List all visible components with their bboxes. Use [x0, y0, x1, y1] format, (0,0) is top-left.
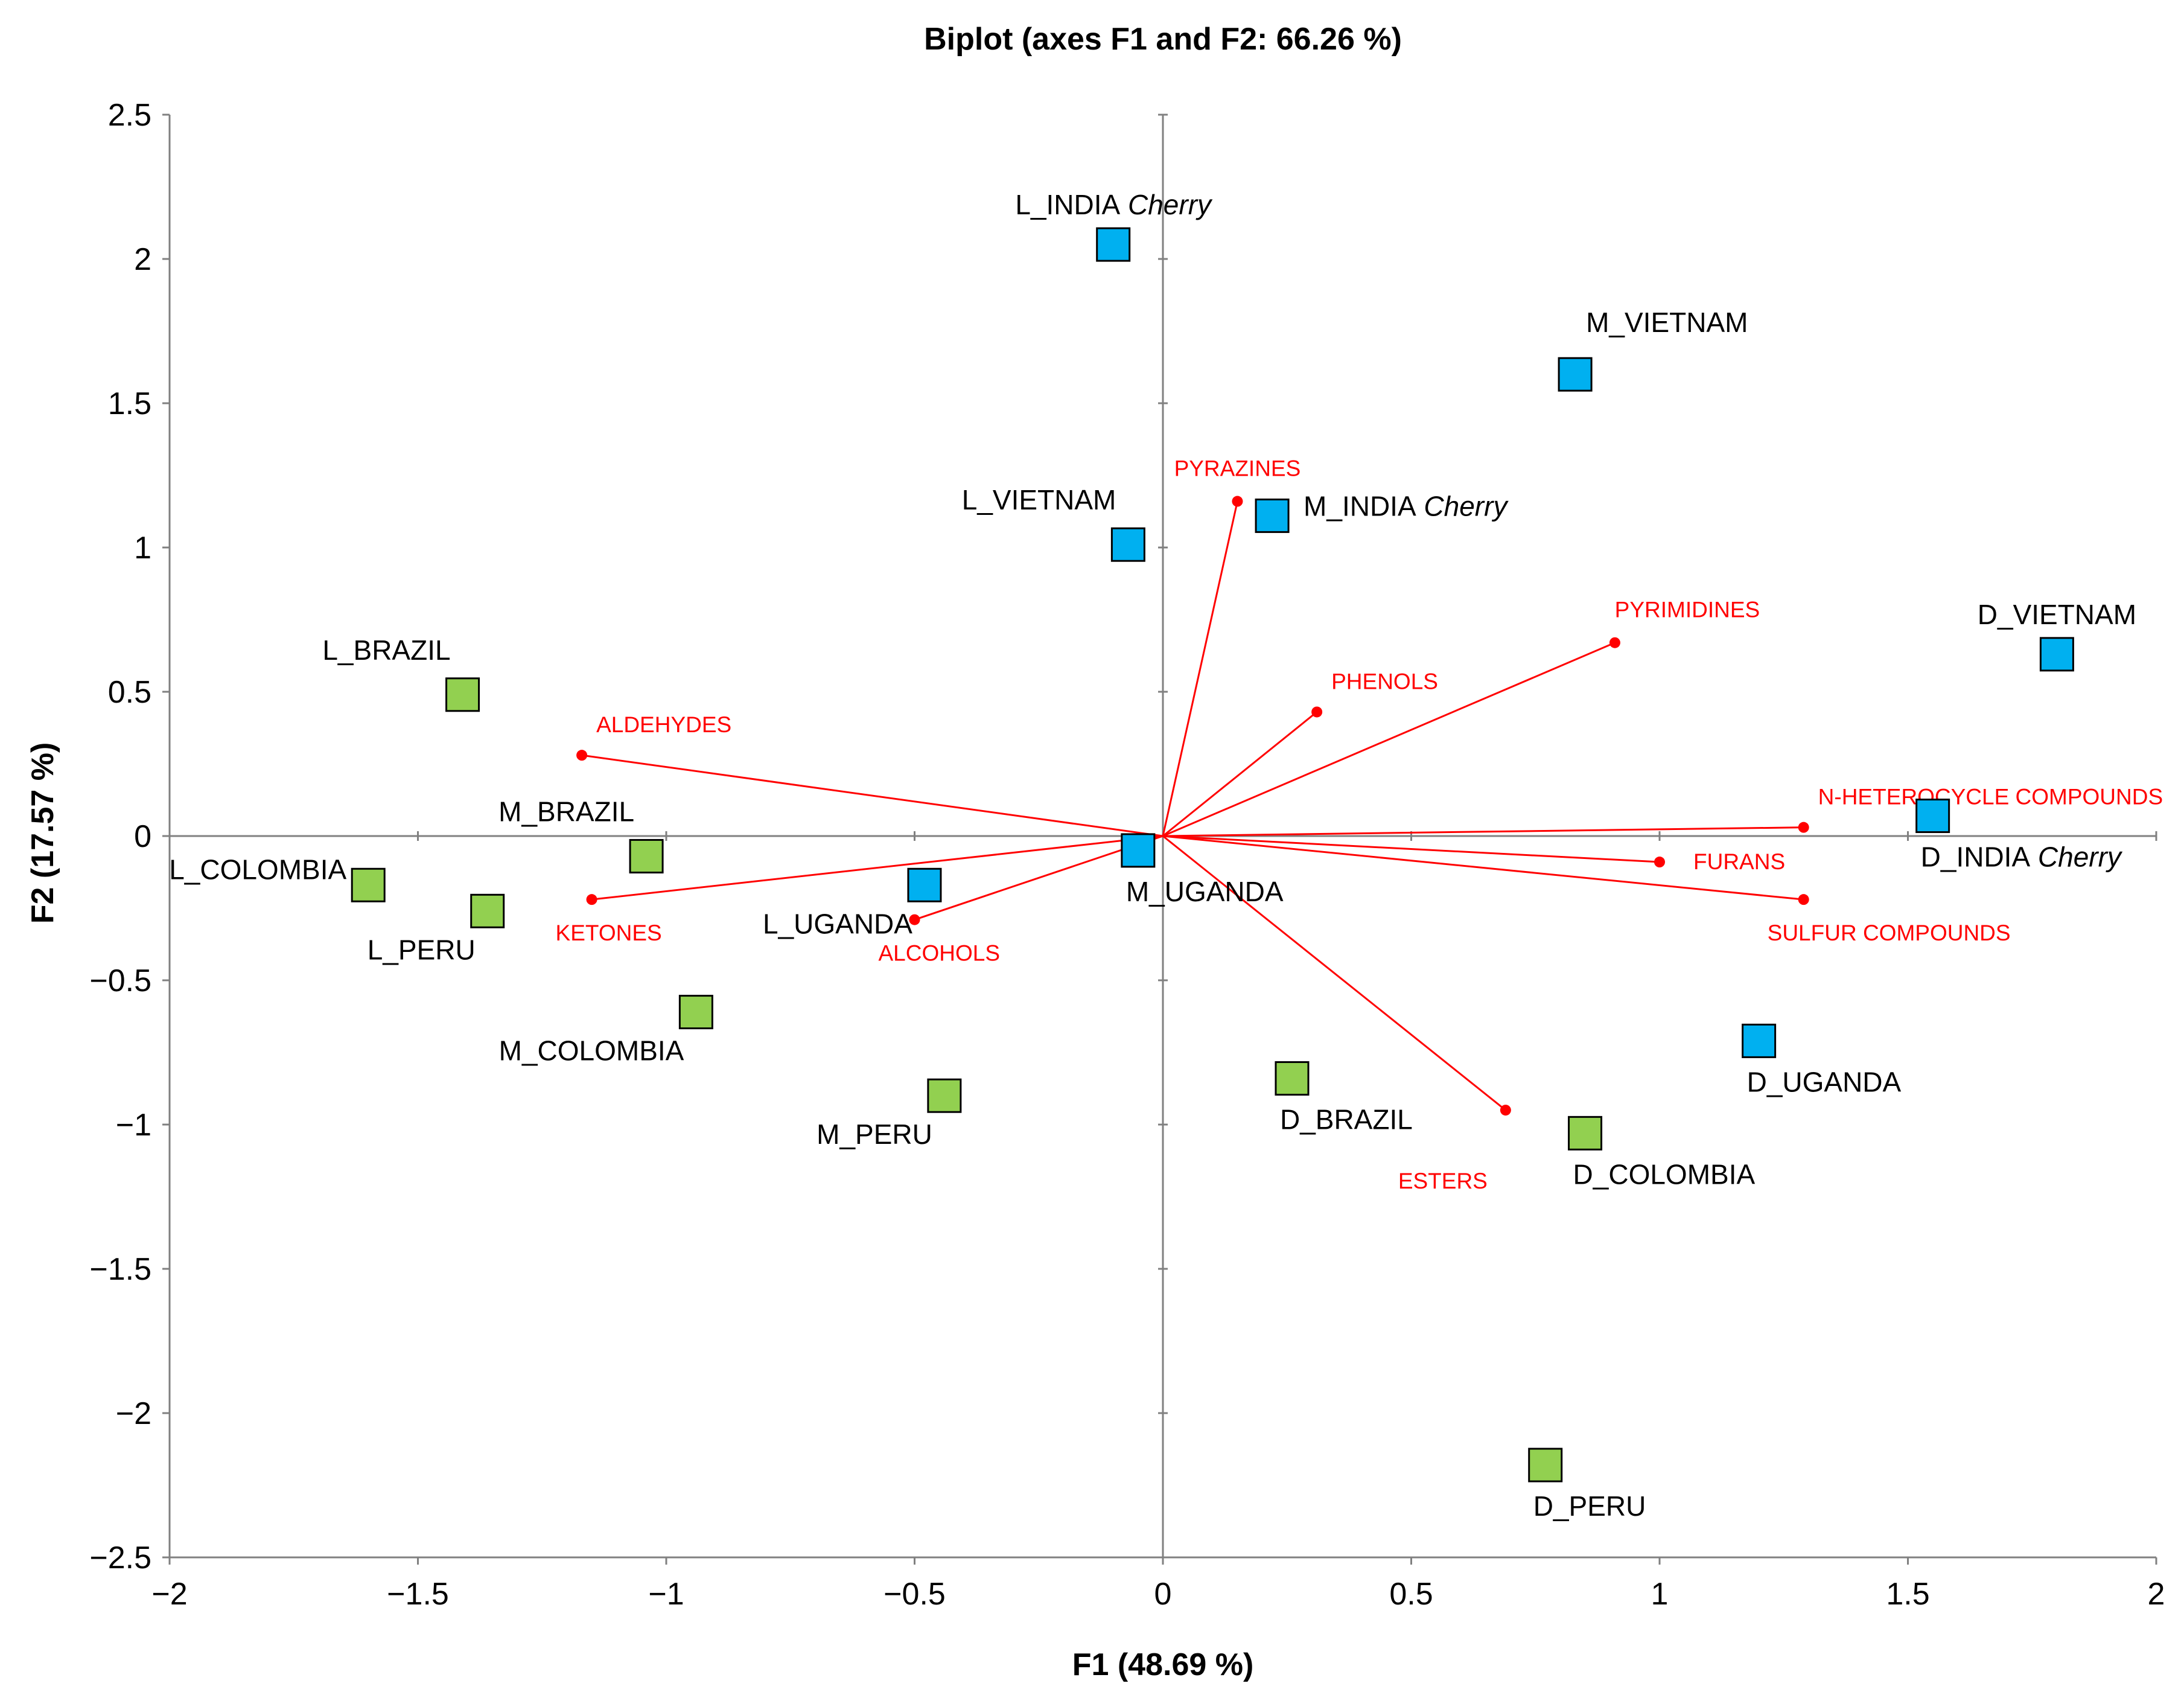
chart-title: Biplot (axes F1 and F2: 66.26 %): [924, 22, 1402, 57]
x-tick-label: −2: [151, 1577, 187, 1612]
vector-line: [1162, 501, 1238, 837]
x-tick-label: 2: [2148, 1577, 2165, 1612]
vector-endpoint: [1798, 894, 1809, 905]
observation-marker: [907, 867, 942, 902]
observation-label: L_BRAZIL: [322, 634, 450, 666]
vector-line: [1162, 826, 1804, 837]
vector-endpoint: [909, 914, 920, 925]
vector-label: FURANS: [1693, 849, 1785, 874]
observation-marker: [629, 838, 664, 873]
observation-marker: [1568, 1116, 1603, 1151]
x-tick-label: 0.5: [1389, 1577, 1433, 1612]
vector-label: ALCOHOLS: [879, 941, 1001, 966]
observation-label: D_PERU: [1533, 1490, 1646, 1522]
x-tick-label: −0.5: [883, 1577, 946, 1612]
observation-marker: [1275, 1061, 1310, 1096]
observation-marker: [445, 677, 480, 712]
x-tick-label: −1.5: [387, 1577, 449, 1612]
vector-endpoint: [1609, 637, 1620, 648]
vector-endpoint: [1798, 822, 1809, 833]
x-tick-label: 0: [1154, 1577, 1172, 1612]
vector-endpoint: [586, 894, 597, 905]
x-tick-label: −1: [648, 1577, 684, 1612]
vector-line: [1162, 835, 1506, 1111]
observation-label: M_UGANDA: [1126, 876, 1284, 907]
observation-marker: [1121, 833, 1156, 868]
observation-label: D_VIETNAM: [1978, 599, 2136, 630]
vector-line: [1162, 835, 1804, 901]
observation-label: L_INDIA Cherry: [1015, 189, 1213, 220]
observation-marker: [1915, 799, 1950, 834]
x-axis-ticks: −2 −1.5 −1 −0.5 0 0.5 1 1.5 2: [151, 1557, 2165, 1612]
vector-endpoint: [576, 750, 588, 761]
vector-label: SULFUR COMPOUNDS: [1768, 921, 2011, 945]
vector-label: KETONES: [556, 921, 662, 945]
y-tick-label: −2: [116, 1396, 151, 1431]
vector-line: [591, 835, 1164, 901]
observation-marker: [351, 867, 386, 902]
x-axis-title: F1 (48.69 %): [1072, 1647, 1254, 1682]
y-tick-label: 1.5: [108, 386, 151, 421]
observation-label: M_PERU: [817, 1119, 932, 1150]
observation-label: M_COLOMBIA: [499, 1035, 684, 1067]
x-tick-label: 1.5: [1886, 1577, 1929, 1612]
observation-label: M_INDIA Cherry: [1304, 490, 1509, 522]
observation-label: D_BRAZIL: [1280, 1104, 1413, 1135]
vector-line: [581, 754, 1164, 837]
vector-endpoint: [1500, 1105, 1511, 1116]
y-tick-label: 2.5: [108, 98, 151, 133]
observation-marker: [2039, 637, 2074, 672]
y-tick-label: 1: [134, 531, 151, 566]
y-tick-label: −2.5: [89, 1540, 151, 1575]
observation-label: D_COLOMBIA: [1573, 1158, 1756, 1190]
vector-label: ESTERS: [1398, 1169, 1488, 1193]
vector-label: PHENOLS: [1331, 669, 1438, 694]
vector-endpoint: [1654, 857, 1665, 868]
vector-line: [1162, 642, 1616, 837]
vector-line: [1162, 835, 1660, 863]
observation-marker: [927, 1078, 962, 1113]
observation-marker: [678, 995, 713, 1030]
observation-label: D_UGANDA: [1747, 1066, 1902, 1097]
y-axis-title: F2 (17.57 %): [25, 742, 60, 924]
vector-endpoint: [1232, 496, 1243, 507]
y-tick-label: −1.5: [89, 1252, 151, 1287]
observation-marker: [1558, 357, 1593, 392]
y-tick-label: 0.5: [108, 675, 151, 710]
observation-points: L_INDIA Cherry M_VIETNAM L_VIETNAM M_INDIA …: [169, 189, 2136, 1522]
y-axis-ticks: 2.5 2 1.5 1 0.5 0 −0.5 −1 −1.5 −2 −2.5: [89, 98, 170, 1575]
x-tick-label: 1: [1651, 1577, 1669, 1612]
vector-label: N-HETEROCYCLE COMPOUNDS: [1818, 785, 2163, 809]
y-tick-label: 2: [134, 242, 151, 277]
observation-label: L_COLOMBIA: [169, 854, 346, 885]
observation-label: L_VIETNAM: [962, 484, 1116, 516]
variable-vectors: PYRAZINES PYRIMIDINES PHENOLS N-HETEROCYCLE…: [556, 456, 2163, 1194]
vector-endpoint: [1311, 706, 1323, 718]
observation-marker: [1255, 498, 1290, 533]
observation-label: D_INDIA Cherry: [1921, 841, 2123, 873]
vector-label: ALDEHYDES: [596, 712, 731, 737]
y-tick-label: 0: [134, 819, 151, 854]
observation-label: M_VIETNAM: [1586, 307, 1748, 338]
observation-marker: [1742, 1023, 1777, 1058]
vector-label: PYRIMIDINES: [1615, 598, 1760, 622]
observation-marker: [1110, 527, 1145, 562]
observation-label: M_BRAZIL: [498, 796, 634, 827]
observation-marker: [1528, 1448, 1563, 1483]
observation-label: L_PERU: [368, 934, 476, 965]
observation-marker: [470, 893, 505, 928]
vector-label: PYRAZINES: [1174, 456, 1301, 481]
y-tick-label: −1: [116, 1108, 151, 1143]
vector-line: [1162, 711, 1318, 837]
observation-marker: [1096, 227, 1131, 262]
observation-label: L_UGANDA: [763, 908, 912, 939]
y-tick-label: −0.5: [89, 963, 151, 998]
